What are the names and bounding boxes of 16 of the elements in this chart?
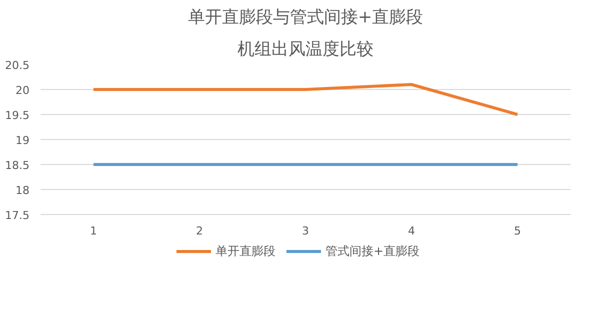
legend-label: 单开直膨段 — [215, 242, 276, 260]
x-tick-label: 4 — [408, 224, 415, 238]
y-tick-label: 19.5 — [5, 109, 30, 122]
chart-subtitle: 机组出风温度比较 — [238, 40, 374, 60]
x-tick-label: 2 — [196, 224, 203, 238]
y-tick-label: 17.5 — [5, 209, 30, 222]
y-tick-label: 20.5 — [5, 59, 30, 72]
y-tick-label: 20 — [16, 84, 30, 97]
x-tick-label: 1 — [90, 224, 97, 238]
y-tick-label: 19 — [16, 134, 30, 147]
x-tick-label: 3 — [302, 224, 309, 238]
chart-title: 单开直膨段与管式间接+直膨段 — [188, 8, 424, 28]
legend-label: 管式间接+直膨段 — [325, 242, 420, 260]
x-tick-label: 5 — [514, 224, 521, 238]
y-tick-label: 18 — [16, 184, 30, 197]
y-tick-label: 18.5 — [5, 159, 30, 172]
